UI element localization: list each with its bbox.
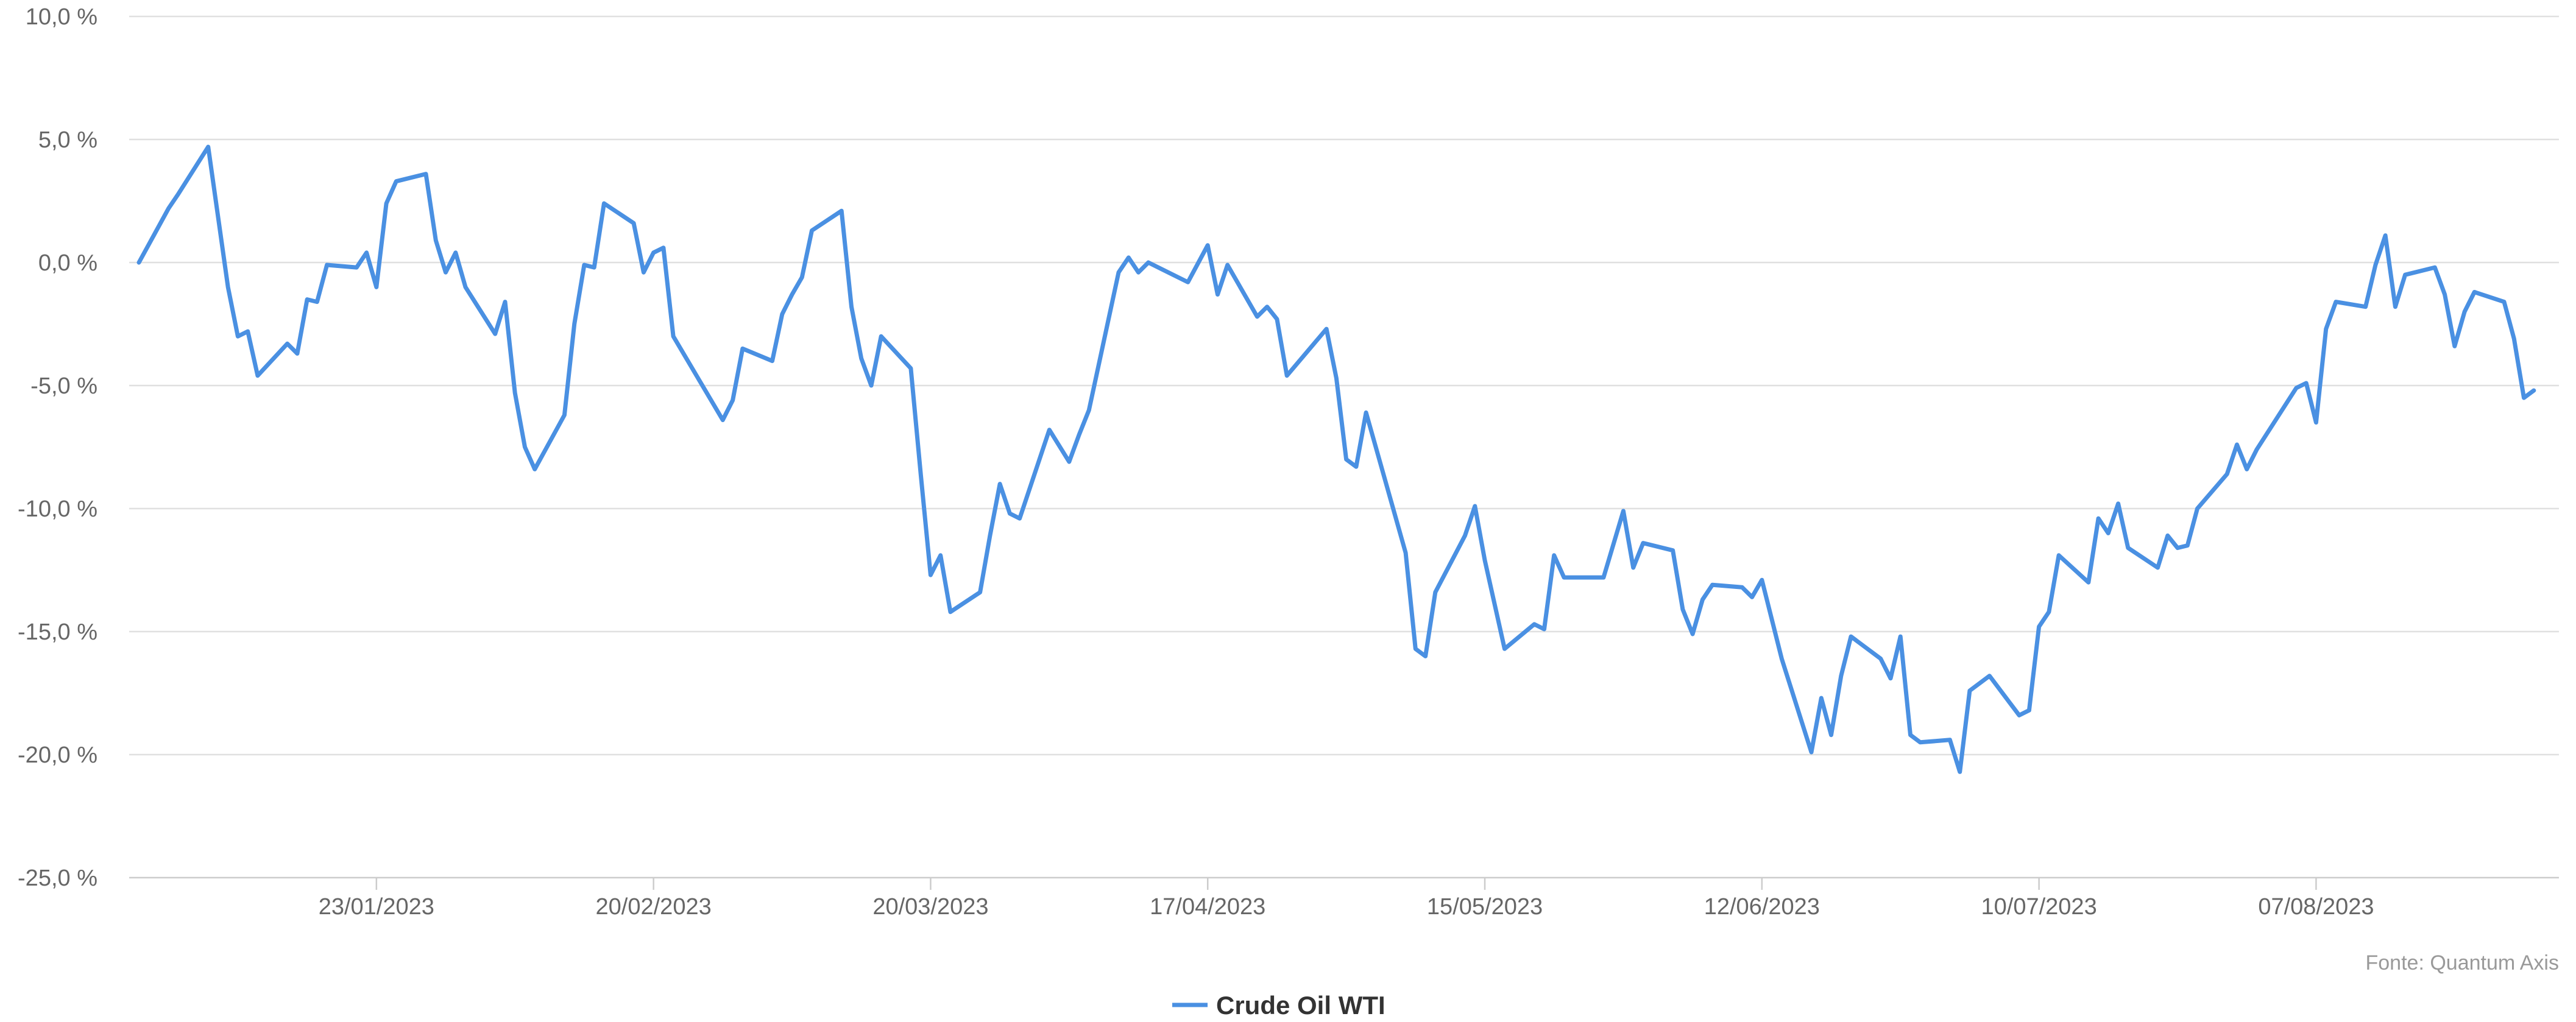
y-tick-label: -25,0 % xyxy=(18,865,97,891)
y-tick-label: -15,0 % xyxy=(18,619,97,645)
y-tick-label: 0,0 % xyxy=(38,250,97,276)
y-tick-label: 10,0 % xyxy=(26,4,97,30)
x-tick-label: 10/07/2023 xyxy=(1981,894,2097,920)
chart-grid xyxy=(129,15,2559,756)
x-tick-label: 17/04/2023 xyxy=(1150,894,1265,920)
x-tick-label: 20/02/2023 xyxy=(596,894,712,920)
y-tick-label: -5,0 % xyxy=(30,373,97,399)
y-axis: 10,0 % 5,0 % 0,0 % -5,0 % -10,0 % -15,0 % -20,… xyxy=(18,4,97,891)
x-tick-label: 07/08/2023 xyxy=(2258,894,2374,920)
legend[interactable]: Crude Oil WTI xyxy=(1172,991,1385,1020)
x-tick-label: 20/03/2023 xyxy=(872,894,988,920)
x-axis: 23/01/2023 20/02/2023 20/03/2023 17/04/2023… xyxy=(129,876,2559,920)
y-tick-label: -20,0 % xyxy=(18,742,97,768)
source-note: Fonte: Quantum Axis xyxy=(2366,951,2560,974)
x-tick-label: 23/01/2023 xyxy=(319,894,434,920)
series-line xyxy=(136,144,2536,774)
legend-label: Crude Oil WTI xyxy=(1216,991,1385,1020)
x-tick-label: 12/06/2023 xyxy=(1704,894,1820,920)
y-tick-label: 5,0 % xyxy=(38,127,97,153)
plot-area xyxy=(136,144,2536,774)
y-tick-label: -10,0 % xyxy=(18,496,97,522)
x-tick-label: 15/05/2023 xyxy=(1427,894,1543,920)
